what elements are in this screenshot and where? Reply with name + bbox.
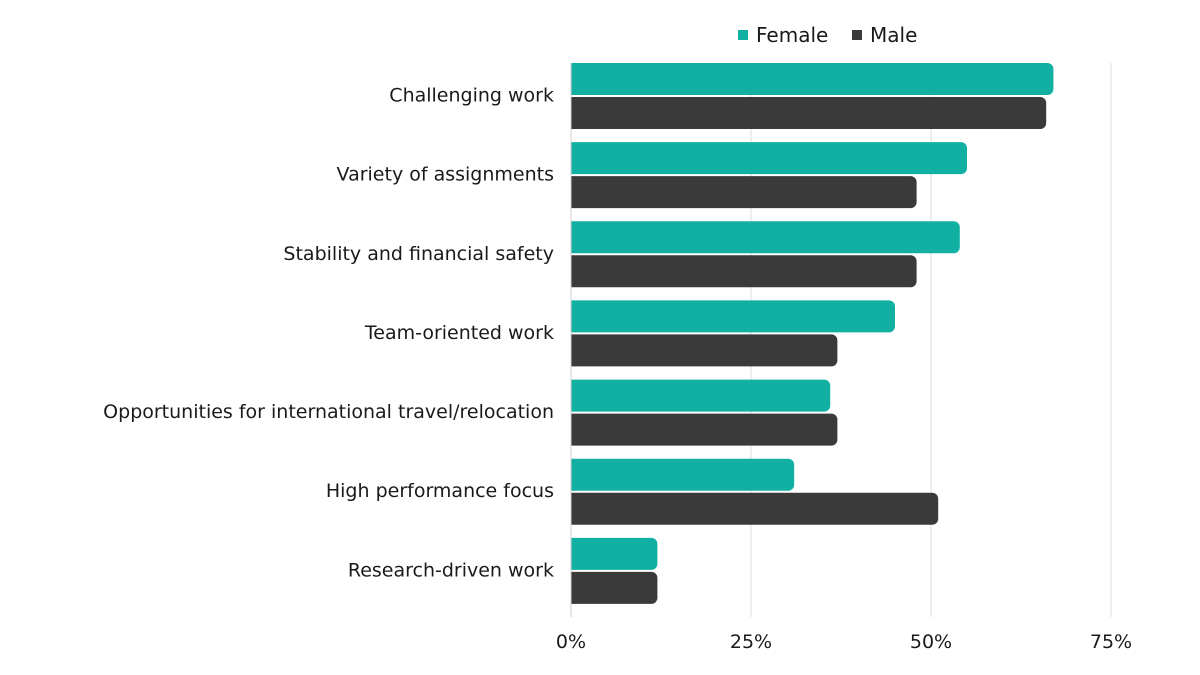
- bar-male-3: [571, 255, 917, 288]
- legend-label-female: Female: [756, 23, 829, 47]
- category-label: Stability and financial safety: [283, 243, 554, 265]
- legend-swatch-male: [852, 30, 862, 40]
- bar-female-3: [571, 221, 960, 254]
- bar-female-5: [571, 379, 831, 412]
- bar-male-2: [571, 176, 917, 209]
- legend-label-male: Male: [870, 23, 918, 47]
- bar-male-5: [571, 413, 838, 446]
- legend-swatch-female: [738, 30, 748, 40]
- bar-male-6: [571, 492, 939, 525]
- category-label: High performance focus: [326, 480, 554, 502]
- category-label: Variety of assignments: [337, 164, 554, 186]
- x-tick-label: 25%: [730, 631, 772, 653]
- bar-male-7: [571, 571, 658, 604]
- category-label: Challenging work: [389, 85, 554, 107]
- bar-female-4: [571, 300, 895, 333]
- x-tick-label: 50%: [910, 631, 952, 653]
- legend-item-female: Female: [738, 20, 828, 50]
- category-label: Team-oriented work: [364, 322, 554, 344]
- bar-female-1: [571, 63, 1054, 95]
- legend: Female Male: [0, 20, 1200, 50]
- bar-female-7: [571, 537, 658, 570]
- bar-male-4: [571, 334, 838, 367]
- category-label: Research-driven work: [348, 559, 554, 581]
- bar-male-1: [571, 97, 1047, 129]
- x-tick-label: 75%: [1090, 631, 1132, 653]
- x-tick-label: 0%: [556, 631, 586, 653]
- category-label: Opportunities for international travel/r…: [103, 401, 554, 423]
- bar-female-2: [571, 142, 967, 175]
- bar-female-6: [571, 458, 795, 491]
- legend-item-male: Male: [852, 20, 917, 50]
